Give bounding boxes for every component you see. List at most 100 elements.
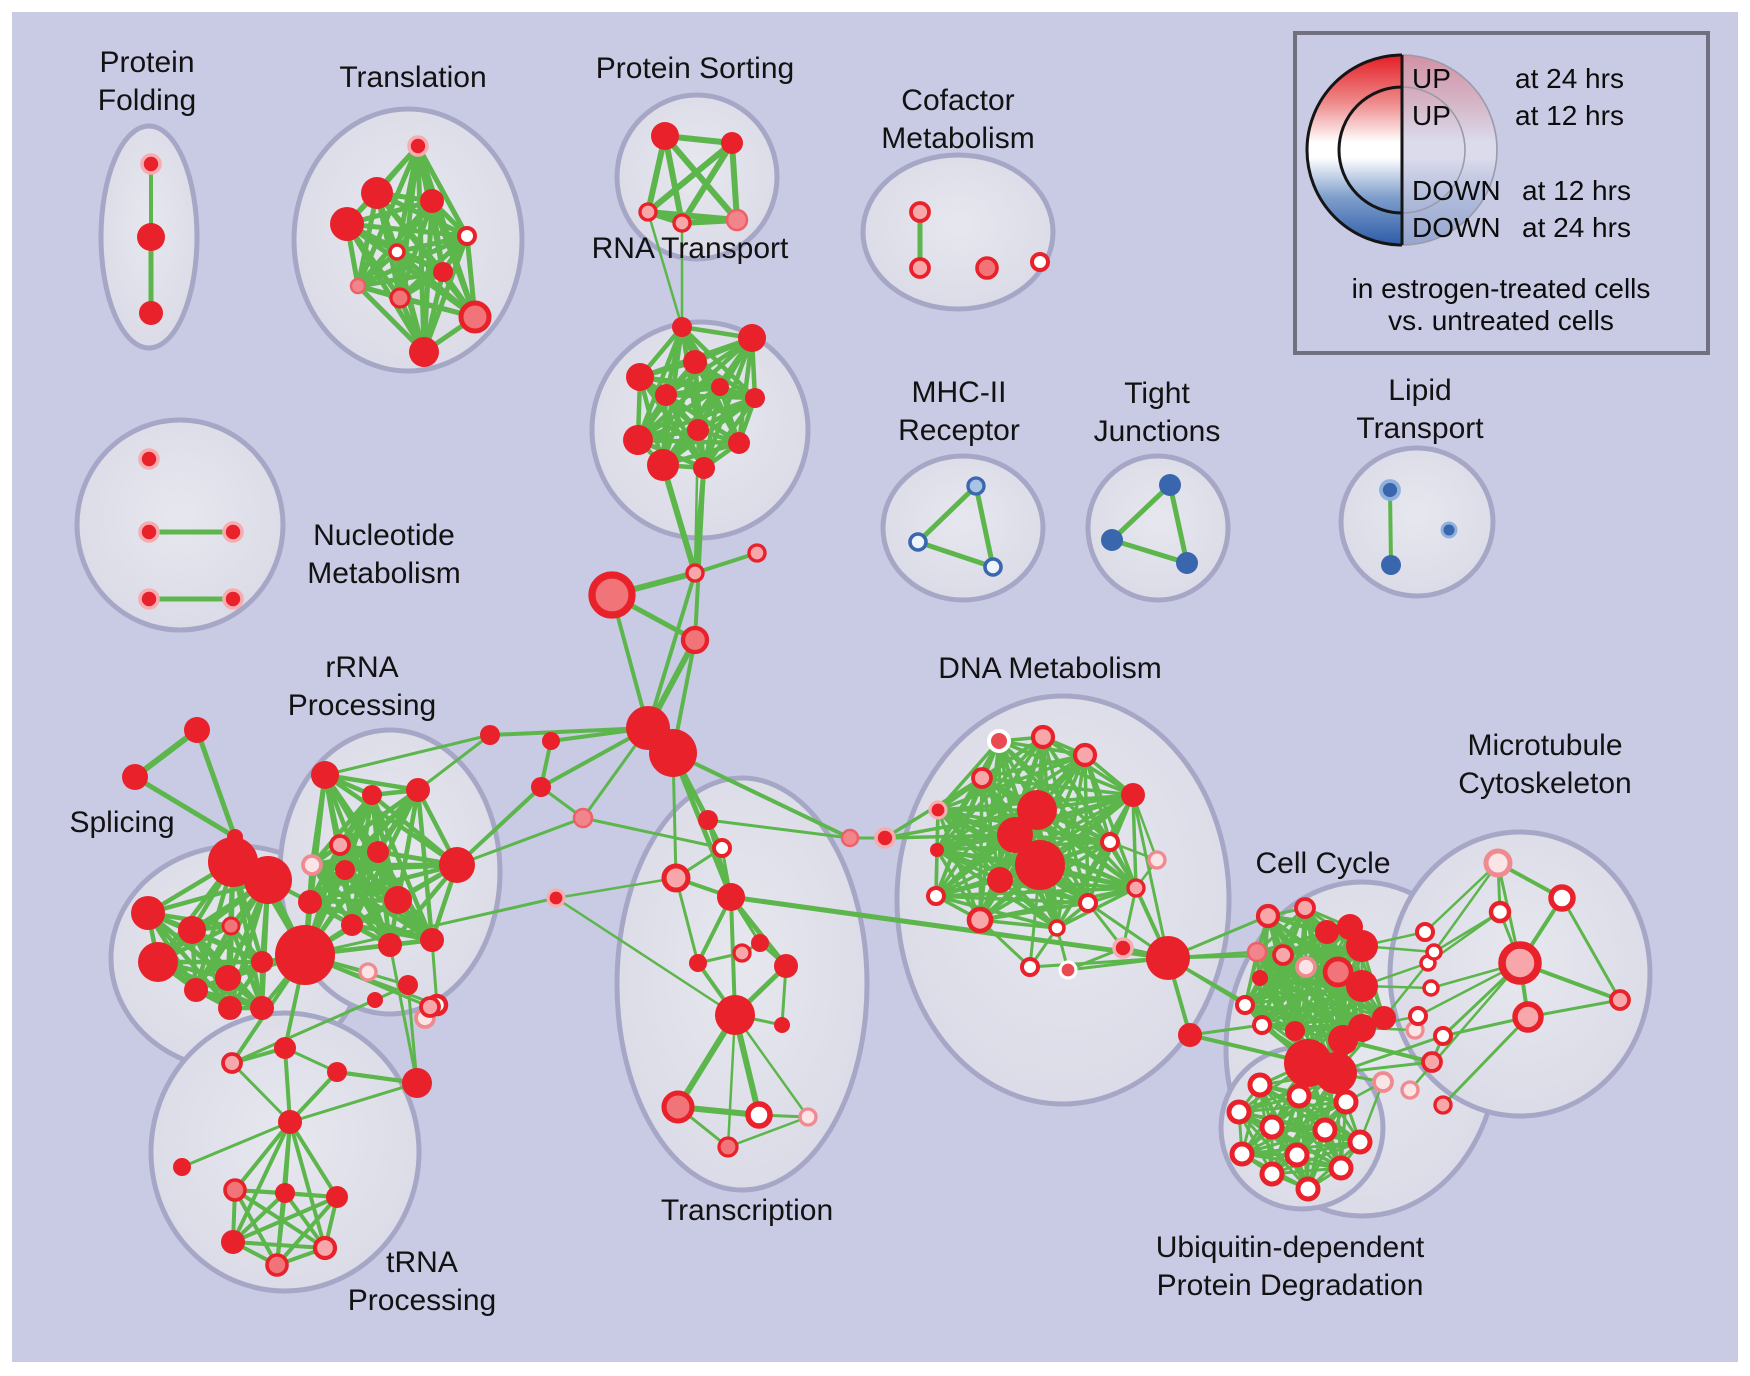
gene-node <box>218 996 242 1020</box>
edge <box>635 395 758 443</box>
gene-node <box>661 1090 695 1124</box>
gene-node <box>1226 1099 1252 1125</box>
gene-node <box>908 532 928 552</box>
edge <box>973 483 996 570</box>
gene-node <box>1072 742 1098 768</box>
gene-node <box>712 838 732 858</box>
edge <box>132 774 238 840</box>
gene-node <box>1512 1001 1544 1033</box>
gene-node <box>717 1136 739 1158</box>
gene-node <box>1315 920 1339 944</box>
edge <box>307 899 435 943</box>
edge <box>726 1115 810 1149</box>
edge <box>180 1120 292 1169</box>
legend-updown-glyph <box>1305 53 1498 247</box>
gene-node <box>1372 1071 1394 1093</box>
gene-node <box>138 448 160 470</box>
gene-node <box>1609 989 1631 1011</box>
gene-node <box>1415 922 1435 942</box>
gene-node <box>1159 474 1181 496</box>
gene-node <box>966 476 986 496</box>
gene-node <box>680 625 710 655</box>
gene-node <box>178 916 206 944</box>
gene-node <box>173 1158 191 1176</box>
gene-node <box>1252 1015 1272 1035</box>
edge <box>660 462 698 576</box>
gene-node <box>626 363 654 391</box>
gene-node <box>745 388 765 408</box>
cluster-ellipse-transcription <box>614 775 870 1193</box>
gene-node <box>874 827 896 849</box>
cluster-label-ubiquitin-degradation: Ubiquitin-dependent <box>1156 1231 1425 1264</box>
gene-node <box>1178 1023 1202 1047</box>
cluster-label-tight-junctions: Tight <box>1124 377 1190 410</box>
edge <box>674 876 700 965</box>
gene-node <box>1121 783 1145 807</box>
gene-node <box>1058 960 1078 980</box>
edge <box>231 1195 339 1244</box>
gene-node <box>1433 1026 1453 1046</box>
gene-node <box>840 828 860 848</box>
edge <box>1423 861 1500 934</box>
gene-node <box>1421 1051 1443 1073</box>
edge <box>233 1120 292 1192</box>
cluster-label-rrna-processing: rRNA <box>325 651 398 684</box>
cluster-ellipse-cofactor-metabolism <box>860 152 1056 312</box>
gene-node <box>265 1253 289 1277</box>
gene-node <box>222 588 244 610</box>
gene-node <box>1483 848 1513 878</box>
network-nodes <box>122 122 1631 1277</box>
edge <box>230 998 377 1065</box>
edge <box>662 133 685 226</box>
gene-node <box>687 419 709 441</box>
cluster-ellipse-nucleotide-metabolism <box>74 417 286 633</box>
edge <box>455 816 585 867</box>
gene-node <box>140 153 162 175</box>
gene-node <box>406 778 430 802</box>
cluster-label-mhc-ii-receptor: Receptor <box>898 414 1020 447</box>
gene-node <box>655 384 677 406</box>
gene-node <box>358 962 378 982</box>
edge <box>1086 840 1112 905</box>
gene-node <box>1020 957 1040 977</box>
edge <box>355 283 427 355</box>
gene-node <box>223 1178 247 1202</box>
edge <box>1560 896 1622 1002</box>
gene-node <box>419 996 441 1018</box>
edge <box>1188 1023 1264 1037</box>
gene-node <box>649 729 697 777</box>
gene-node <box>683 350 707 374</box>
gene-node <box>388 243 406 261</box>
gene-node <box>457 226 477 246</box>
gene-node <box>250 996 274 1020</box>
gene-node <box>1433 1095 1453 1115</box>
gene-node <box>531 777 551 797</box>
cluster-label-trna-processing: tRNA <box>386 1246 458 1279</box>
legend-caption-line1: in estrogen-treated cells <box>1352 273 1651 304</box>
gene-node <box>975 256 999 280</box>
gene-node <box>732 943 752 963</box>
edge <box>488 726 650 737</box>
gene-node <box>1030 252 1050 272</box>
gene-node <box>930 843 944 857</box>
gene-node <box>661 863 691 893</box>
edge <box>637 374 707 471</box>
gene-node <box>1295 956 1317 978</box>
gene-node <box>1425 943 1443 961</box>
edge <box>1109 482 1173 543</box>
gene-node <box>1078 893 1098 913</box>
edge <box>728 894 1171 961</box>
gene-node <box>184 978 208 1002</box>
cluster-label-nucleotide-metabolism: Metabolism <box>307 557 460 590</box>
gene-node <box>1422 979 1440 997</box>
gene-node <box>1235 995 1255 1015</box>
gene-node <box>1229 1141 1255 1167</box>
gene-node <box>546 888 566 908</box>
gene-node <box>301 854 323 876</box>
edge <box>935 848 982 922</box>
gene-node <box>1348 1014 1376 1042</box>
gene-node <box>367 992 383 1008</box>
gene-node <box>1346 930 1378 962</box>
edge <box>980 776 1090 905</box>
edge <box>194 727 238 840</box>
